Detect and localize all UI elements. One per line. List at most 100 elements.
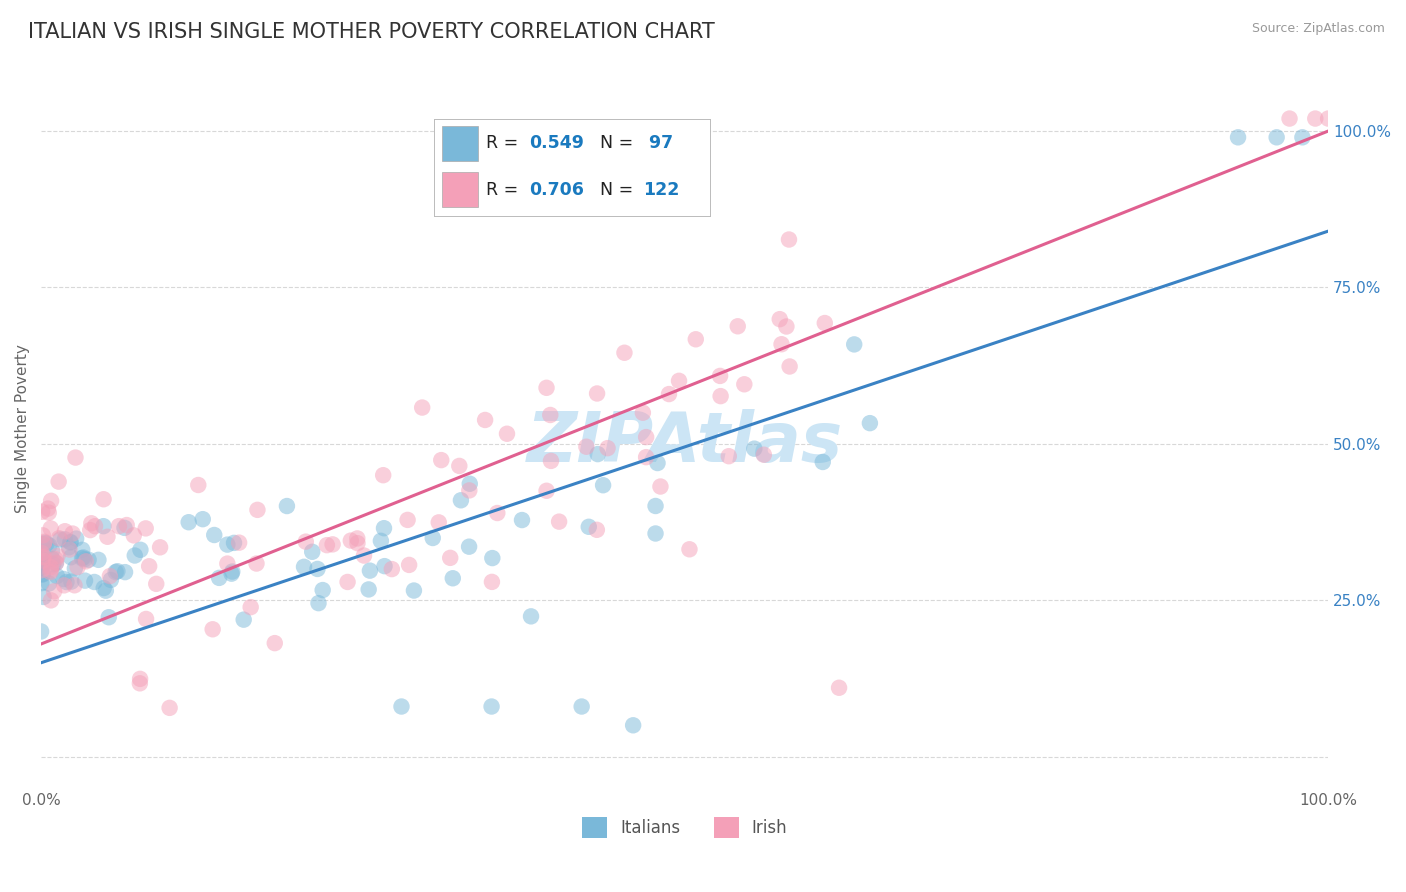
Point <box>145 577 167 591</box>
Point <box>474 413 496 427</box>
Point <box>42 584 65 599</box>
Point <box>621 718 644 732</box>
Point <box>62 526 84 541</box>
Point <box>450 493 472 508</box>
Point <box>596 441 619 455</box>
Point <box>31 560 53 574</box>
Point <box>752 448 775 462</box>
Point <box>486 506 509 520</box>
Point <box>828 681 851 695</box>
Point <box>39 521 62 535</box>
Point <box>75 554 97 568</box>
Point <box>636 450 658 465</box>
Point <box>221 565 243 579</box>
Point <box>93 492 115 507</box>
Point <box>31 505 53 519</box>
Point <box>458 540 481 554</box>
Point <box>149 541 172 555</box>
Point <box>38 576 60 591</box>
Point <box>496 426 519 441</box>
Point <box>668 374 690 388</box>
Point <box>1317 112 1340 126</box>
Point <box>449 458 471 473</box>
Point <box>307 562 329 576</box>
Point <box>246 503 269 517</box>
Point <box>93 519 115 533</box>
Point <box>359 564 381 578</box>
Point <box>104 565 127 579</box>
Point <box>538 408 561 422</box>
Point <box>42 558 65 572</box>
Point <box>70 551 93 566</box>
Point <box>373 521 395 535</box>
Point <box>650 479 672 493</box>
Point <box>717 449 740 463</box>
Point <box>34 534 56 549</box>
Point <box>458 483 481 498</box>
Point <box>232 613 254 627</box>
Point <box>769 312 792 326</box>
Point <box>30 560 52 574</box>
Point <box>427 516 450 530</box>
Point <box>39 560 62 574</box>
Point <box>39 565 62 579</box>
Point <box>138 559 160 574</box>
Point <box>73 574 96 588</box>
Point <box>775 319 797 334</box>
Point <box>520 609 543 624</box>
Point <box>79 523 101 537</box>
Point <box>586 447 609 461</box>
Point <box>239 600 262 615</box>
Point <box>39 593 62 607</box>
Point <box>52 572 75 586</box>
Point <box>38 506 60 520</box>
Point <box>396 513 419 527</box>
Point <box>276 499 298 513</box>
Point <box>778 233 800 247</box>
Point <box>100 573 122 587</box>
Point <box>73 552 96 566</box>
Point <box>129 672 152 686</box>
Point <box>422 531 444 545</box>
Point <box>48 531 70 545</box>
Point <box>536 381 558 395</box>
Point <box>814 316 837 330</box>
Point <box>644 499 666 513</box>
Point <box>63 578 86 592</box>
Point <box>177 515 200 529</box>
Point <box>32 553 55 567</box>
Point <box>294 534 316 549</box>
Point <box>60 574 83 589</box>
Point <box>31 528 53 542</box>
Point <box>228 535 250 549</box>
Legend: Italians, Irish: Italians, Irish <box>575 811 794 844</box>
Point <box>391 699 413 714</box>
Point <box>83 574 105 589</box>
Point <box>340 533 363 548</box>
Point <box>58 541 80 555</box>
Point <box>733 377 755 392</box>
Point <box>53 524 76 539</box>
Point <box>1278 112 1301 126</box>
Point <box>221 566 243 581</box>
Point <box>685 332 707 346</box>
Point <box>30 576 52 591</box>
Point <box>374 559 396 574</box>
Point <box>129 542 152 557</box>
Point <box>548 515 571 529</box>
Point <box>811 455 834 469</box>
Point <box>709 368 731 383</box>
Text: ITALIAN VS IRISH SINGLE MOTHER POVERTY CORRELATION CHART: ITALIAN VS IRISH SINGLE MOTHER POVERTY C… <box>28 22 714 42</box>
Point <box>201 622 224 636</box>
Point <box>31 551 53 566</box>
Point <box>80 516 103 531</box>
Point <box>187 478 209 492</box>
Point <box>613 345 636 359</box>
Point <box>263 636 285 650</box>
Point <box>647 456 669 470</box>
Point <box>301 545 323 559</box>
Point <box>1303 112 1326 126</box>
Point <box>135 521 157 535</box>
Point <box>1227 130 1250 145</box>
Point <box>430 453 453 467</box>
